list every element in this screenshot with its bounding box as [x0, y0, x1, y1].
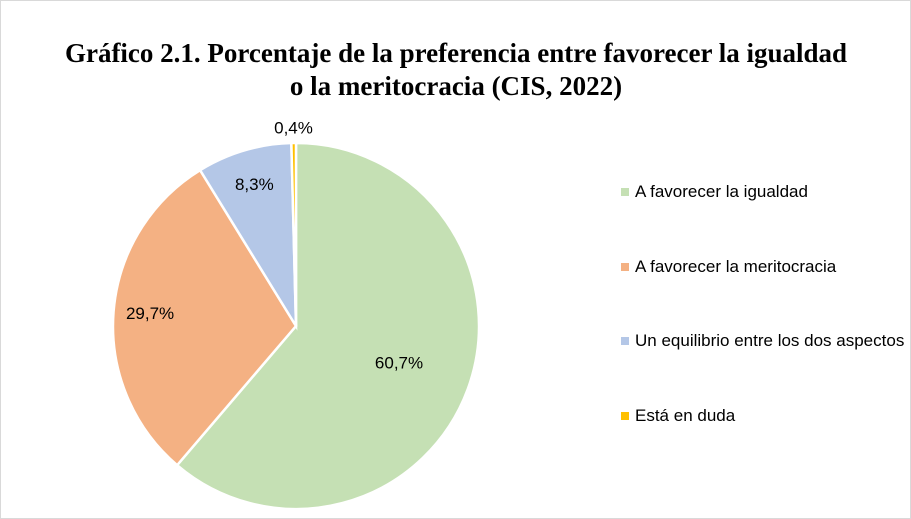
chart-title: Gráfico 2.1. Porcentaje de la preferenci… — [64, 38, 848, 101]
data-label: 8,3% — [235, 175, 274, 194]
data-label: 29,7% — [126, 304, 174, 323]
legend-label: A favorecer la igualdad — [635, 182, 808, 201]
pie-slice — [175, 141, 481, 511]
legend-item: Un equilibrio entre los dos aspectos — [621, 328, 911, 354]
legend-item: A favorecer la meritocracia — [621, 254, 911, 280]
legend-label: A favorecer la meritocracia — [635, 257, 837, 276]
data-label: 0,4% — [274, 119, 313, 138]
legend-swatch — [621, 188, 629, 196]
legend-label: Está en duda — [635, 406, 736, 425]
pie-chart: 60,7% 29,7% 8,3% 0,4% — [111, 119, 481, 511]
pie-slice — [111, 168, 298, 467]
pie-slice — [198, 141, 298, 331]
data-label: 60,7% — [375, 353, 423, 372]
pie-slice — [290, 141, 298, 327]
legend-item: Está en duda — [621, 403, 911, 429]
legend-swatch — [621, 337, 629, 345]
legend-swatch — [621, 412, 629, 420]
legend-item: A favorecer la igualdad — [621, 179, 911, 205]
legend-swatch — [621, 263, 629, 271]
legend-label: Un equilibrio entre los dos aspectos — [635, 331, 905, 350]
